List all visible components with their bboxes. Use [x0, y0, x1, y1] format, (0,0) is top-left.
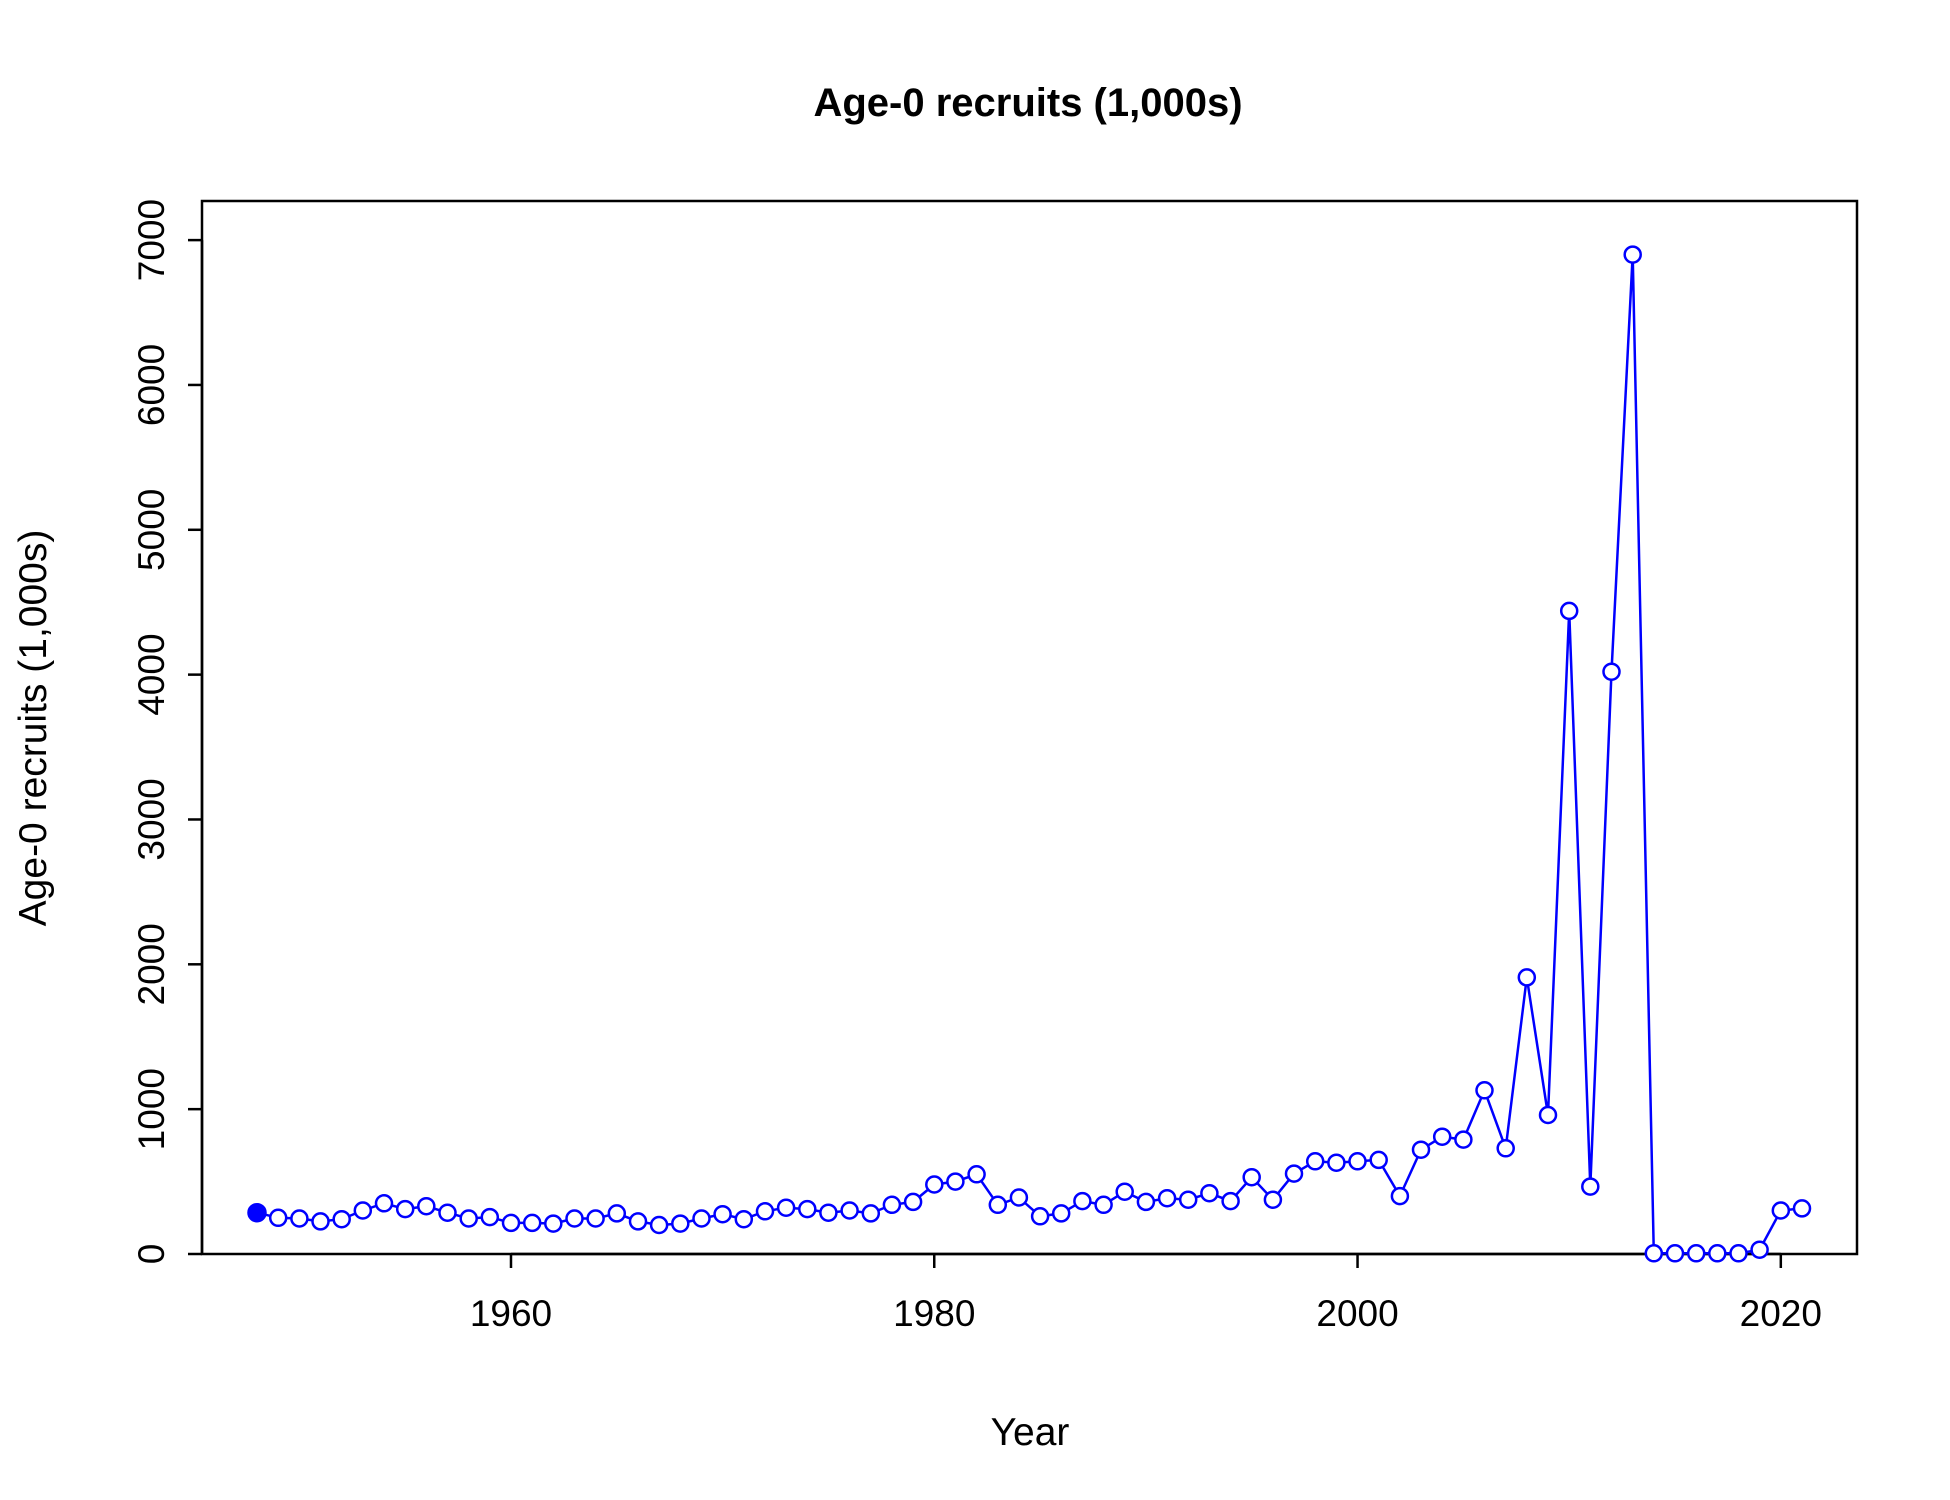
data-point — [628, 1212, 648, 1231]
data-point — [1475, 1081, 1494, 1100]
data-point — [1771, 1201, 1791, 1220]
data-point — [544, 1214, 563, 1233]
y-tick-label: 7000 — [131, 199, 172, 281]
data-point — [332, 1209, 351, 1229]
data-point — [1305, 1152, 1325, 1171]
data-point — [1051, 1204, 1071, 1223]
data-point — [1729, 1244, 1748, 1263]
y-tick-label: 4000 — [131, 633, 172, 715]
data-point — [1686, 1244, 1706, 1263]
chart-title: Age-0 recruits (1,000s) — [813, 81, 1242, 125]
data-point — [1115, 1182, 1134, 1201]
data-point — [1517, 968, 1537, 987]
data-point — [1009, 1188, 1029, 1207]
x-tick-label: 2000 — [1316, 1293, 1398, 1334]
x-axis: 1960 1980 2000 2020 — [470, 1252, 1822, 1334]
y-tick-label: 1000 — [131, 1068, 172, 1150]
data-point — [1581, 1177, 1600, 1196]
data-point — [1644, 1244, 1664, 1263]
data-point — [734, 1209, 754, 1229]
data-point — [1348, 1152, 1367, 1171]
data-point — [1094, 1195, 1113, 1215]
data-point — [290, 1209, 309, 1228]
x-tick-label: 2020 — [1740, 1293, 1822, 1334]
data-point — [607, 1204, 627, 1223]
data-point — [1665, 1244, 1685, 1263]
data-point — [798, 1199, 817, 1219]
data-point — [1496, 1139, 1515, 1158]
data-point — [671, 1214, 690, 1233]
data-point — [374, 1194, 394, 1213]
data-point — [1030, 1207, 1050, 1226]
data-point — [903, 1192, 923, 1212]
data-point — [1559, 601, 1579, 621]
data-point — [311, 1212, 330, 1231]
data-point — [1602, 662, 1621, 681]
data-point — [1178, 1190, 1198, 1209]
data-point — [967, 1165, 986, 1184]
data-point — [861, 1204, 881, 1223]
data-point — [840, 1201, 859, 1220]
data-point — [438, 1203, 457, 1222]
data-point — [1708, 1244, 1727, 1263]
data-point — [1136, 1192, 1156, 1212]
data-point — [1411, 1140, 1431, 1159]
data-point — [459, 1209, 478, 1228]
data-point — [565, 1209, 584, 1228]
y-axis: 0 1000 2000 3000 4000 5000 6000 7000 — [131, 199, 204, 1265]
data-point — [1221, 1191, 1240, 1211]
data-point — [522, 1213, 542, 1233]
x-tick-label: 1960 — [470, 1293, 552, 1334]
data-point — [1327, 1153, 1346, 1172]
x-tick-label: 1980 — [893, 1293, 975, 1334]
data-point — [882, 1195, 902, 1215]
data-point — [1792, 1199, 1812, 1218]
data-point — [395, 1199, 415, 1219]
data-point — [925, 1175, 944, 1194]
data-point — [1200, 1183, 1219, 1203]
data-point — [1242, 1167, 1261, 1187]
y-tick-label: 3000 — [131, 778, 172, 860]
y-tick-label: 0 — [131, 1244, 172, 1265]
data-point — [501, 1213, 521, 1233]
data-point — [946, 1172, 965, 1191]
data-point — [1157, 1188, 1177, 1208]
data-point — [1750, 1240, 1769, 1259]
data-point — [776, 1198, 796, 1217]
data-point — [713, 1204, 732, 1224]
data-point — [1454, 1130, 1473, 1149]
data-point — [692, 1209, 711, 1228]
data-point — [1073, 1191, 1092, 1211]
data-point — [755, 1202, 775, 1221]
y-tick-label: 6000 — [131, 344, 172, 426]
data-point — [1538, 1105, 1558, 1125]
data-point — [1390, 1186, 1410, 1206]
data-point — [819, 1203, 838, 1222]
data-point — [247, 1202, 267, 1223]
series-line — [256, 254, 1803, 1255]
x-axis-label: Year — [991, 1411, 1070, 1454]
y-axis-label: Age-0 recruits (1,000s) — [12, 530, 55, 927]
data-point — [988, 1195, 1008, 1215]
data-point — [417, 1196, 436, 1216]
data-point — [1263, 1190, 1283, 1209]
y-tick-label: 2000 — [131, 923, 172, 1005]
data-point — [268, 1208, 288, 1228]
data-point — [480, 1207, 500, 1227]
y-tick-label: 5000 — [131, 489, 172, 571]
series-layer — [247, 245, 1812, 1263]
data-point — [1623, 245, 1642, 264]
data-point — [586, 1209, 605, 1228]
data-point — [1432, 1127, 1452, 1146]
data-point — [353, 1201, 373, 1220]
data-point — [1284, 1164, 1304, 1183]
data-point — [1369, 1150, 1388, 1170]
data-point — [649, 1215, 669, 1235]
